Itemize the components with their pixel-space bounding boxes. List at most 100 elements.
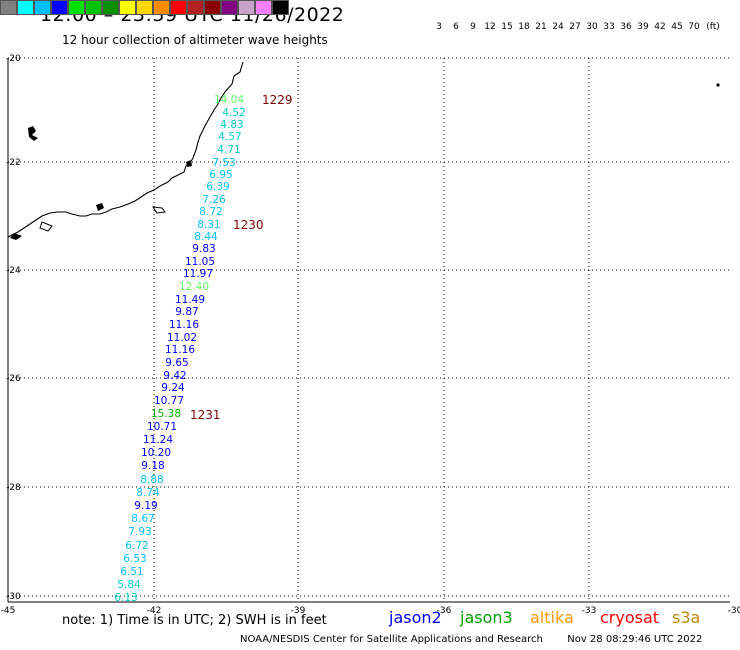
wave-height-value: 8.88 (140, 474, 163, 486)
wave-height-value: 4.52 (222, 107, 245, 119)
color-scale-label: 21 (535, 22, 547, 32)
wave-height-value: 8.72 (199, 206, 222, 218)
coastline-bay (151, 206, 166, 214)
wave-height-value: 12.40 (179, 281, 209, 293)
satellite-name: jason2 (389, 608, 442, 627)
wave-height-value: 10.20 (141, 447, 171, 459)
pass-label: 1231 (190, 408, 221, 422)
lon-tick-label: -45 (1, 606, 16, 616)
color-swatch (255, 0, 272, 15)
color-swatch (153, 0, 170, 15)
wave-height-value: 8.44 (194, 231, 218, 243)
pass-label: 1229 (262, 93, 293, 107)
credit-timestamp: Nov 28 08:29:46 UTC 2022 (567, 634, 703, 645)
wave-height-value: 10.77 (154, 395, 184, 407)
color-scale-label: 3 (436, 22, 442, 32)
color-scale-label: 18 (518, 22, 530, 32)
lat-tick-label: -22 (6, 158, 21, 168)
satellite-name: jason3 (460, 608, 513, 627)
coastline-point (10, 233, 22, 240)
pass-label: 1230 (233, 218, 264, 232)
coastline-lagoon (39, 221, 53, 232)
color-swatch (85, 0, 102, 15)
color-scale-label: 42 (654, 22, 666, 32)
wave-height-value: 6.95 (209, 169, 232, 181)
color-swatch (51, 0, 68, 15)
wave-height-value: 10.71 (147, 421, 177, 433)
lat-tick-label: -26 (6, 374, 21, 384)
color-swatch (34, 0, 51, 15)
lat-tick-label: -20 (6, 54, 21, 64)
color-scale-label: 24 (552, 22, 564, 32)
lon-tick-label: -39 (291, 606, 306, 616)
wave-height-value: 11.49 (175, 294, 205, 306)
lat-tick-label: -28 (6, 483, 21, 493)
credit-text: NOAA/NESDIS Center for Satellite Applica… (240, 634, 543, 645)
wave-height-value: 4.71 (217, 144, 240, 156)
wave-height-value: 9.83 (192, 243, 215, 255)
wave-height-value: 6.53 (123, 553, 146, 565)
wave-height-value: 9.24 (161, 382, 185, 394)
wave-height-value: 7.53 (212, 157, 235, 169)
color-swatch (119, 0, 136, 15)
coastline-main (7, 61, 244, 238)
footer-note: note: 1) Time is in UTC; 2) SWH is in fe… (62, 613, 327, 628)
satellite-name: s3a (672, 608, 701, 627)
color-scale-label: (ft) (706, 22, 720, 32)
wave-height-value: 6.51 (120, 566, 143, 578)
color-swatch (17, 0, 34, 15)
lon-tick-label: -33 (582, 606, 597, 616)
color-scale-label: 36 (620, 22, 632, 32)
wave-height-track: 14.044.524.834.574.717.536.956.397.268.7… (114, 94, 245, 604)
offshore-island (28, 126, 38, 141)
wave-height-value: 7.26 (202, 194, 226, 206)
graticule: -45 -42 -39 -36 -33 -30 -20 -22 -24 -26 -28 -30 (1, 54, 740, 616)
color-swatch (221, 0, 238, 15)
lat-tick-label: -24 (6, 266, 21, 276)
wave-height-value: 6.13 (114, 592, 137, 604)
satellite-name: altika (530, 608, 574, 627)
color-scale-label: 45 (671, 22, 683, 32)
map-frame (7, 58, 730, 603)
coastline-island (96, 203, 104, 211)
wave-height-value: 14.04 (214, 94, 244, 106)
color-swatch (187, 0, 204, 15)
wave-height-value: 8.67 (131, 513, 154, 525)
remote-islet (716, 83, 720, 87)
color-scale-label: 15 (501, 22, 513, 32)
wave-height-value: 9.87 (175, 306, 198, 318)
page-subtitle: 12 hour collection of altimeter wave hei… (62, 33, 328, 47)
wave-height-value: 9.65 (165, 357, 188, 369)
wave-height-value: 11.24 (143, 434, 173, 446)
color-swatch (0, 0, 17, 15)
wave-height-value: 11.02 (167, 332, 197, 344)
wave-height-value: 15.38 (151, 408, 181, 420)
color-swatch (204, 0, 221, 15)
wave-height-value: 9.18 (141, 460, 164, 472)
wave-height-value: 9.42 (163, 370, 186, 382)
color-scale-label: 70 (688, 22, 700, 32)
coastline (7, 61, 720, 240)
wave-height-value: 4.57 (218, 131, 241, 143)
wave-height-value: 6.39 (206, 181, 229, 193)
lon-tick-label: -42 (147, 606, 162, 616)
color-scale-label: 9 (470, 22, 476, 32)
wave-height-value: 11.97 (183, 268, 213, 280)
color-swatch (102, 0, 119, 15)
wave-height-value: 9.19 (134, 500, 157, 512)
wave-height-value: 11.05 (185, 256, 215, 268)
color-scale-label: 30 (586, 22, 598, 32)
wave-height-value: 11.16 (165, 344, 195, 356)
coastline-cape (186, 160, 192, 167)
lon-tick-label: -30 (728, 606, 740, 616)
color-scale-legend: 3 6 9 12 15 18 21 24 27 30 33 36 39 42 45 70 (ft) (0, 0, 740, 40)
wave-height-value: 11.16 (169, 319, 199, 331)
color-swatch (238, 0, 255, 15)
color-scale-label: 39 (637, 22, 649, 32)
color-scale-label: 6 (453, 22, 459, 32)
wave-height-value: 8.74 (136, 487, 160, 499)
pass-labels: 1229 1230 1231 (190, 93, 293, 422)
wave-height-value: 6.72 (125, 540, 148, 552)
wave-height-value: 4.83 (220, 119, 243, 131)
